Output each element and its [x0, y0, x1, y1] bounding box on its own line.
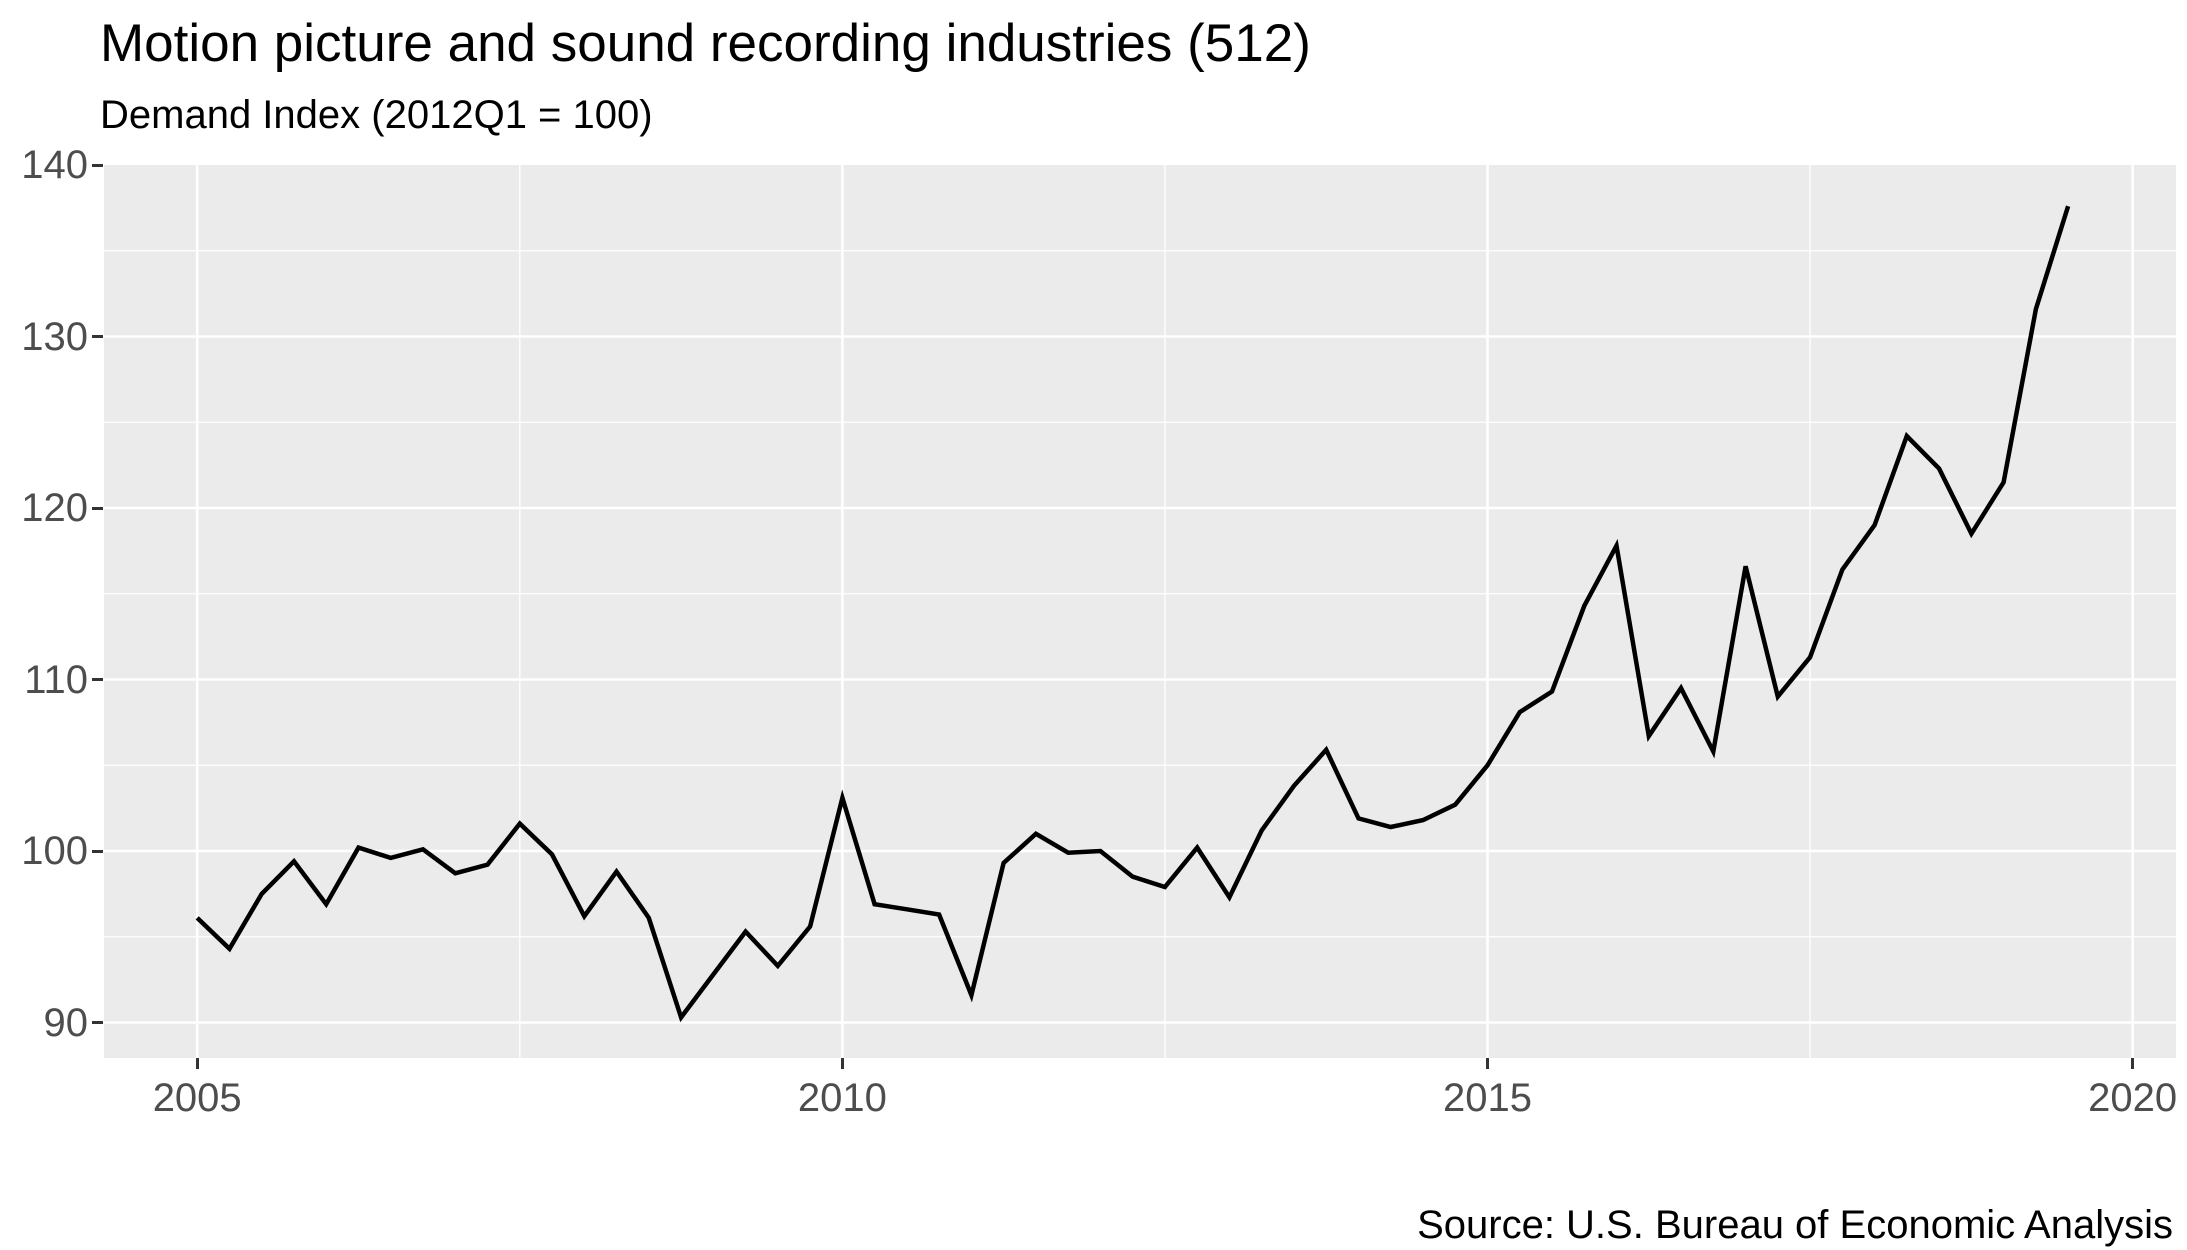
- chart-subtitle: Demand Index (2012Q1 = 100): [100, 93, 653, 137]
- y-axis-tick-label: 130: [21, 314, 88, 359]
- demand-index-line: [195, 205, 2071, 1023]
- chart-title: Motion picture and sound recording indus…: [100, 14, 1311, 73]
- x-axis-tick-label: 2005: [152, 1076, 242, 1120]
- x-axis-tick-label: 2010: [797, 1076, 887, 1120]
- x-axis-tick-label: 2015: [1443, 1076, 1532, 1120]
- x-axis-tick-mark: [2131, 1058, 2135, 1069]
- plot-panel: [104, 165, 2176, 1058]
- y-axis-tick-mark: [92, 849, 103, 853]
- y-axis-tick-mark: [92, 1021, 103, 1024]
- panel-background: [104, 165, 2176, 1058]
- y-axis-tick-label: 120: [21, 486, 88, 530]
- y-axis-tick-mark: [92, 163, 103, 167]
- x-axis-tick-label: 2020: [2088, 1076, 2178, 1120]
- y-axis-tick-mark: [92, 678, 103, 681]
- x-axis-tick-mark: [1486, 1058, 1489, 1069]
- y-axis-tick-label: 90: [43, 1000, 89, 1045]
- y-axis-tick-label: 100: [21, 829, 88, 873]
- y-axis-tick-mark: [92, 335, 103, 338]
- x-axis-tick-mark: [195, 1058, 199, 1069]
- chart-caption: Source: U.S. Bureau of Economic Analysis: [1417, 1203, 2173, 1247]
- x-axis-tick-mark: [840, 1058, 844, 1069]
- y-axis-tick-mark: [92, 506, 103, 510]
- y-axis-tick-label: 140: [21, 143, 88, 187]
- y-axis-tick-label: 110: [24, 657, 88, 702]
- line-chart-svg: [104, 165, 2176, 1058]
